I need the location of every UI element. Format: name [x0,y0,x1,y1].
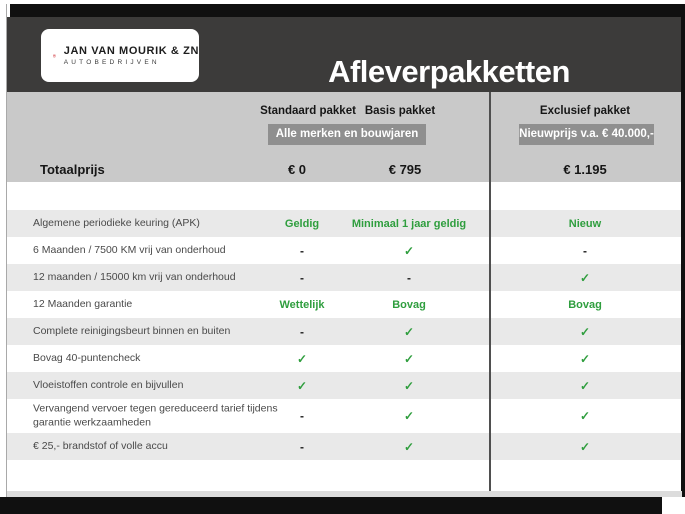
svg-text:M: M [54,55,56,57]
left-border-line [6,4,7,497]
table-row: Complete reinigingsbeurt binnen en buite… [7,318,682,345]
row-label: Vervangend vervoer tegen gereduceerd tar… [33,402,278,428]
row-label: Vloeistoffen controle en bijvullen [33,378,184,391]
dash-mark: - [583,243,587,258]
top-black-bar [10,4,685,17]
row-label: Complete reinigingsbeurt binnen en buite… [33,324,231,337]
bottom-black-bar [0,497,662,514]
check-icon: ✓ [579,439,591,454]
feature-value-text: Bovag [392,298,426,311]
table-row: 12 Maanden garantie Wettelijk Bovag Bovag [7,291,682,318]
price-exclusief: € 1.195 [563,162,607,177]
check-icon: ✓ [403,351,415,366]
shield-m-logo-icon: M [53,53,56,58]
check-icon: ✓ [296,378,308,393]
table-row: Vloeistoffen controle en bijvullen ✓ ✓ ✓ [7,372,682,399]
check-icon: ✓ [403,439,415,454]
dash-mark: - [300,409,304,423]
table-row: Algemene periodieke keuring (APK) Geldig M… [7,210,682,237]
column-header-exclusief: Exclusief pakket [539,105,631,117]
check-icon: ✓ [296,351,308,366]
table-row: 6 Maanden / 7500 KM vrij van onderhoud - ✓… [7,237,682,264]
badge-all-brands: Alle merken en bouwjaren [268,124,426,145]
header-band: M JAN VAN MOURIK & ZN AUTOBEDRIJVEN Afle… [7,17,685,92]
dash-mark: - [300,439,304,454]
check-icon: ✓ [579,324,591,339]
row-label: Bovag 40-puntencheck [33,351,141,364]
table-row: Bovag 40-puntencheck ✓ ✓ ✓ [7,345,682,372]
dash-mark: - [300,324,304,339]
table-row: € 25,- brandstof of volle accu - ✓ ✓ [7,433,682,460]
price-basis: € 795 [388,162,422,177]
check-icon: ✓ [403,324,415,339]
brand-logo-card: M JAN VAN MOURIK & ZN AUTOBEDRIJVEN [41,29,199,82]
row-label: 6 Maanden / 7500 KM vrij van onderhoud [33,243,226,256]
pricing-band: Standaard pakket Basis pakket Exclusief … [7,92,685,182]
check-icon: ✓ [403,409,415,423]
dash-mark: - [407,270,411,285]
brand-text: JAN VAN MOURIK & ZN AUTOBEDRIJVEN [64,45,199,66]
feature-value-text: Bovag [568,298,602,311]
dash-mark: - [300,270,304,285]
right-black-border [681,4,685,497]
dash-mark: - [300,243,304,258]
brand-name: JAN VAN MOURIK & ZN [63,45,199,57]
column-header-standaard: Standaard pakket [260,105,356,117]
row-label: € 25,- brandstof of volle accu [33,439,168,452]
feature-value-text: Minimaal 1 jaar geldig [351,217,467,230]
total-price-label: Totaalprijs [40,162,105,177]
badge-new-price: Nieuwprijs v.a. € 40.000,- [519,124,654,145]
page-title: Afleverpakketten [328,54,570,89]
feature-value-text: Nieuw [568,217,602,230]
row-label: 12 Maanden garantie [33,297,133,310]
check-icon: ✓ [403,243,415,258]
check-icon: ✓ [579,409,591,423]
row-label: Algemene periodieke keuring (APK) [33,216,200,229]
feature-value-text: Geldig [284,217,320,230]
check-icon: ✓ [579,378,591,393]
column-header-basis: Basis pakket [364,105,436,117]
check-icon: ✓ [403,378,415,393]
price-standaard: € 0 [287,162,307,177]
check-icon: ✓ [579,351,591,366]
check-icon: ✓ [579,270,591,285]
table-row: 12 maanden / 15000 km vrij van onderhoud… [7,264,682,291]
feature-value-text: Wettelijk [279,298,325,311]
feature-table: Algemene periodieke keuring (APK) Geldig M… [7,210,682,460]
column-divider-line [489,92,491,497]
row-label: 12 maanden / 15000 km vrij van onderhoud [33,270,236,283]
card-bottom-edge [7,491,682,497]
brand-subtitle: AUTOBEDRIJVEN [63,59,160,66]
table-row: Vervangend vervoer tegen gereduceerd tar… [7,399,682,433]
